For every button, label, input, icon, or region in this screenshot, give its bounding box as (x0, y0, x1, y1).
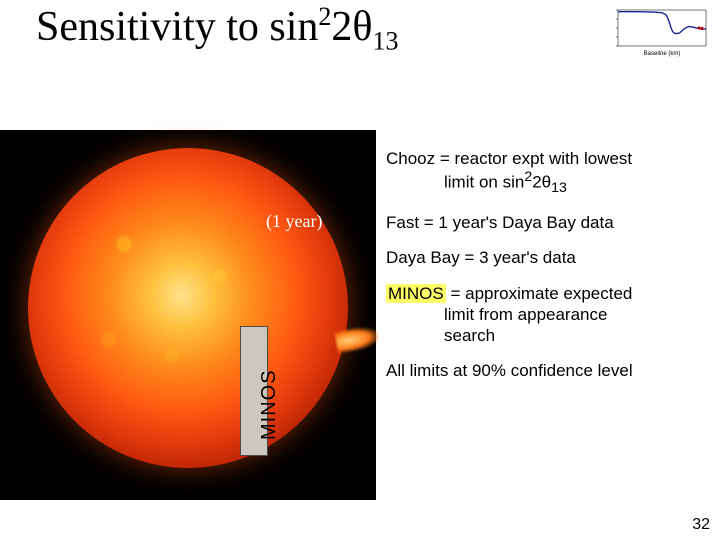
sun-disk (28, 148, 348, 468)
chooz-line-a: Chooz = reactor expt with lowest (386, 149, 632, 168)
fast-line: Fast = 1 year's Daya Bay data (386, 212, 708, 233)
chooz-sub: 13 (551, 180, 567, 196)
mini-chart: Baseline (km) (602, 6, 712, 58)
one-year-label: (1 year) (266, 211, 322, 232)
dayabay-line: Daya Bay = 3 year's data (386, 247, 708, 268)
chooz-line-b: limit on sin (444, 173, 524, 192)
page-number: 32 (692, 516, 710, 534)
mini-chart-xlabel: Baseline (km) (644, 51, 681, 57)
chooz-mid: 2 (532, 173, 541, 192)
title-sub: 13 (373, 26, 399, 55)
sun-image (0, 130, 376, 500)
minos-rest-a: = approximate expected (446, 284, 633, 303)
title-sup: 2 (318, 2, 331, 31)
title-theta: θ (352, 4, 372, 50)
minos-rest-b: limit from appearance (386, 304, 708, 325)
minos-highlight: MINOS (386, 284, 446, 303)
caption-block: Chooz = reactor expt with lowest limit o… (386, 148, 708, 396)
title-prefix: Sensitivity to sin (36, 4, 318, 50)
minos-vertical-label: MINOS (258, 369, 281, 440)
chooz-theta: θ (542, 173, 551, 192)
slide-title: Sensitivity to sin22θ13 (36, 2, 399, 56)
cl-line: All limits at 90% confidence level (386, 360, 708, 381)
title-mid: 2 (331, 4, 352, 50)
minos-rest-c: search (386, 325, 708, 346)
chooz-sup: 2 (524, 169, 532, 185)
